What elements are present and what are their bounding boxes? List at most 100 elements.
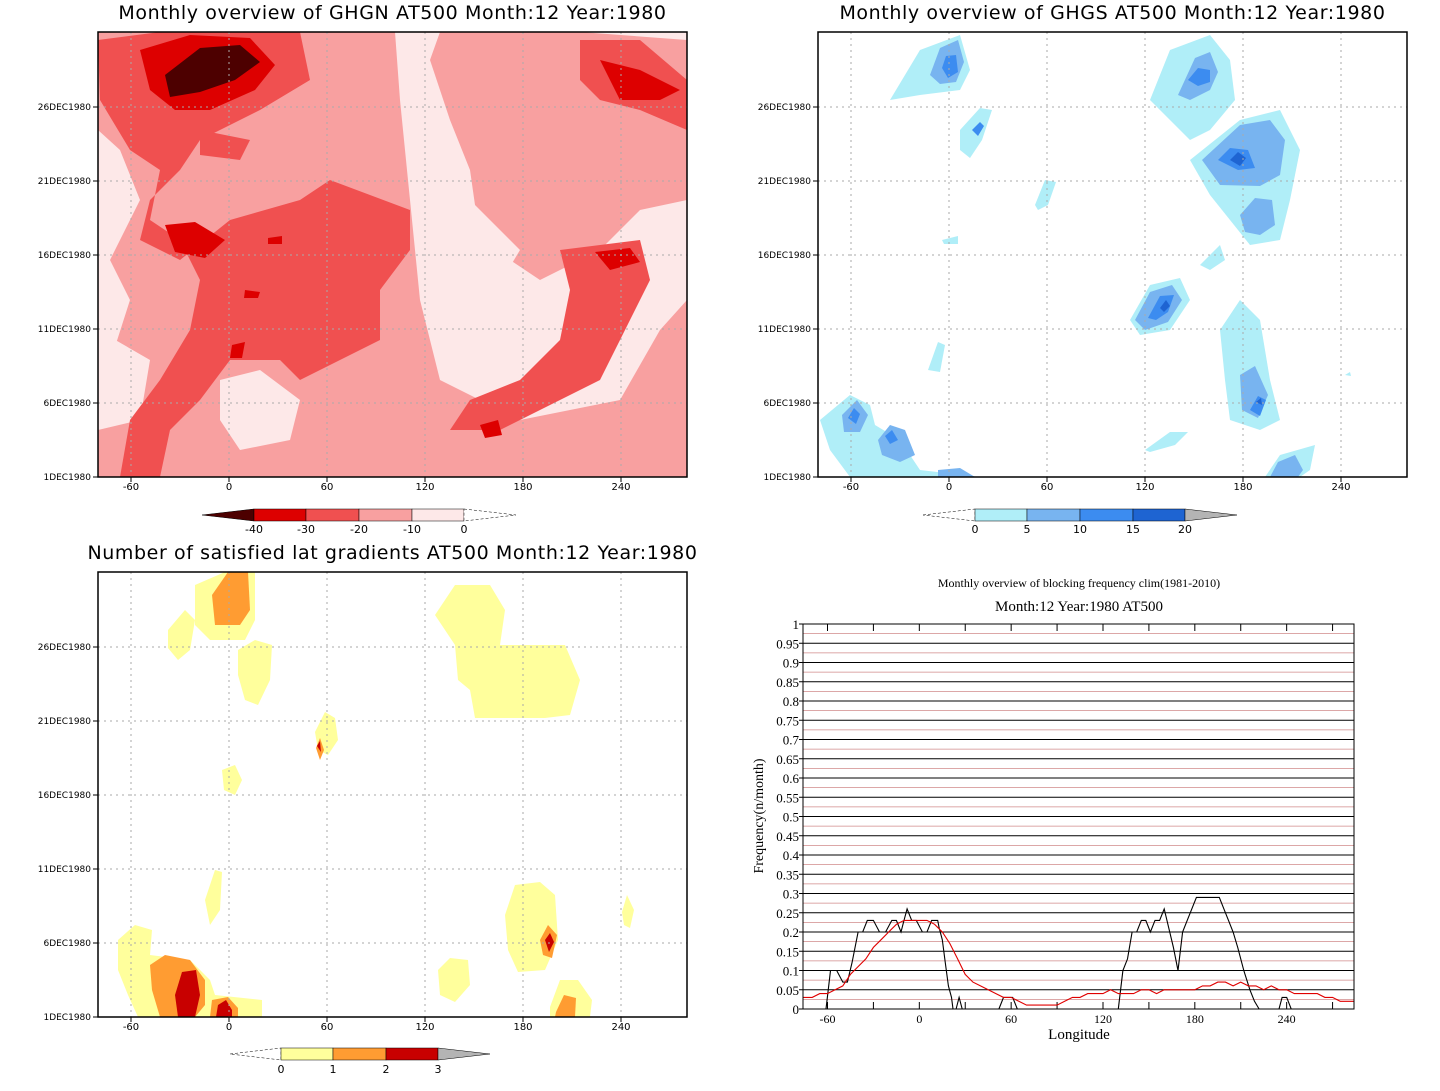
freq-xlabel: Longitude [1048, 1027, 1110, 1043]
lat-xtick: 120 [415, 1022, 434, 1033]
lat-cbar-label: 2 [383, 1063, 390, 1076]
freq-xtick-label: 180 [1186, 1012, 1204, 1026]
ghgs-xtick: 240 [1331, 482, 1350, 493]
ghgs-panel: Monthly overview of GHGS AT500 Month:12 … [720, 0, 1440, 545]
freq-ytick-label: 0.2 [783, 925, 799, 940]
ghgn-xtick: 240 [611, 482, 630, 493]
ghgs-cbar-label: 5 [1024, 523, 1031, 536]
freq-series-clim-line [803, 919, 1354, 1006]
freq-xtick-label: 120 [1094, 1012, 1112, 1026]
freq-ytick-label: 0.95 [776, 636, 799, 651]
freq-ytick-label: 0.5 [783, 810, 799, 825]
lat-xtick: 0 [226, 1022, 232, 1033]
ghgn-xtick: 0 [226, 482, 232, 493]
ghgs-xtick: 60 [1041, 482, 1054, 493]
ghgn-ytick: 16DEC1980 [38, 251, 92, 261]
ghgn-grid [98, 32, 687, 477]
freq-ytick-label: 0.75 [776, 713, 799, 728]
freq-xtick-label: 240 [1278, 1012, 1296, 1026]
ghgn-ytick: 11DEC1980 [38, 325, 92, 335]
lat-ytick: 6DEC1980 [43, 939, 91, 949]
ghgn-panel: Monthly overview of GHGN AT500 Month:12 … [0, 0, 720, 545]
ghgs-colorbar [922, 508, 1238, 522]
ghgn-cbar-label: -10 [403, 523, 421, 536]
ghgn-cbar-label: -20 [350, 523, 368, 536]
freq-ytick-label: 0.6 [783, 771, 800, 786]
ghgn-cbar-label: -30 [297, 523, 315, 536]
lat-cbar-label: 1 [330, 1063, 337, 1076]
freq-ytick-label: 0.65 [776, 752, 799, 767]
ghgs-ytick: 11DEC1980 [758, 325, 812, 335]
lat-panel: Number of satisfied lat gradients AT500 … [0, 540, 720, 1091]
ghgn-xtick: -60 [123, 482, 139, 493]
ghgs-xtick: 0 [946, 482, 952, 493]
freq-ytick-label: 0.15 [776, 944, 799, 959]
freq-ytick-label: 0 [793, 1002, 800, 1017]
ghgs-ytick: 16DEC1980 [758, 251, 812, 261]
lat-ytick: 1DEC1980 [43, 1013, 91, 1023]
ghgn-cbar-label: -40 [245, 523, 263, 536]
freq-ytick-label: 0.35 [776, 867, 799, 882]
freq-frame [802, 623, 1355, 1010]
lat-ytick: 26DEC1980 [38, 643, 92, 653]
ghgn-colorbar [201, 508, 517, 522]
ghgs-map: 1DEC1980 6DEC1980 11DEC1980 16DEC1980 21… [758, 31, 1408, 536]
lat-cbar-label: 3 [435, 1063, 442, 1076]
lat-xtick: 60 [321, 1022, 334, 1033]
ghgn-ytick: 21DEC1980 [38, 177, 92, 187]
freq-series-line [1117, 896, 1266, 1010]
ghgs-xtick: 180 [1233, 482, 1252, 493]
freq-ytick-label: 0.25 [776, 906, 799, 921]
freq-chart: Monthly overview of blocking frequency c… [752, 576, 1355, 1043]
ghgn-ytick: 26DEC1980 [38, 103, 92, 113]
freq-title: Monthly overview of blocking frequency c… [938, 576, 1220, 590]
ghgn-xtick: 60 [321, 482, 334, 493]
ghgs-ytick: 26DEC1980 [758, 103, 812, 113]
lat-xtick: 240 [611, 1022, 630, 1033]
freq-ytick-label: 0.1 [783, 964, 799, 979]
freq-series-line [825, 907, 966, 1010]
ghgs-cbar-label: 0 [972, 523, 979, 536]
freq-ytick-label: 0.4 [783, 848, 800, 863]
lat-xtick: 180 [513, 1022, 532, 1033]
ghgn-contours-40 [165, 45, 260, 97]
freq-ytick-label: 1 [793, 617, 800, 632]
freq-ytick-label: 0.55 [776, 790, 799, 805]
ghgn-xtick: 120 [415, 482, 434, 493]
freq-xtick-label: -60 [819, 1012, 835, 1026]
freq-ytick-label: 0.85 [776, 675, 799, 690]
freq-ylabel: Frequency(n/month) [752, 758, 767, 873]
ghgn-xtick: 180 [513, 482, 532, 493]
lat-contours-2 [175, 741, 554, 1017]
ghgs-xtick: -60 [843, 482, 859, 493]
ghgn-map: 1DEC1980 6DEC1980 11DEC1980 16DEC1980 21… [38, 31, 688, 536]
freq-xtick-label: 60 [1005, 1012, 1017, 1026]
ghgs-cbar-label: 20 [1178, 523, 1192, 536]
lat-xtick: -60 [123, 1022, 139, 1033]
freq-subtitle: Month:12 Year:1980 AT500 [995, 599, 1163, 615]
ghgn-ytick: 1DEC1980 [43, 473, 91, 483]
lat-ytick: 21DEC1980 [38, 717, 92, 727]
lat-grid [98, 572, 687, 1017]
ghgs-grid [818, 32, 1407, 477]
lat-map: 1DEC1980 6DEC1980 11DEC1980 16DEC1980 21… [38, 571, 688, 1076]
freq-panel: Monthly overview of blocking frequency c… [720, 545, 1440, 1091]
freq-ytick-label: 0.9 [783, 656, 799, 671]
freq-y-ticks: 0 0.05 0.1 0.15 0.2 0.25 0.3 0.35 0.4 0.45 0.5 0.55… [776, 617, 803, 1017]
lat-ytick: 11DEC1980 [38, 865, 92, 875]
ghgs-xtick: 120 [1135, 482, 1154, 493]
ghgn-cbar-label: 0 [461, 523, 468, 536]
ghgs-cbar-label: 15 [1126, 523, 1140, 536]
freq-grid [803, 623, 1354, 1010]
ghgn-title: Monthly overview of GHGN AT500 Month:12 … [118, 2, 667, 24]
lat-title: Number of satisfied lat gradients AT500 … [87, 542, 698, 564]
ghgs-ytick: 6DEC1980 [763, 399, 811, 409]
freq-x-ticks: -60 0 60 120 180 240 [819, 624, 1334, 1026]
freq-ytick-label: 0.8 [783, 694, 799, 709]
freq-ytick-label: 0.3 [783, 887, 799, 902]
freq-series [803, 896, 1354, 1010]
lat-cbar-label: 0 [278, 1063, 285, 1076]
freq-xtick-label: 0 [916, 1012, 922, 1026]
ghgs-title: Monthly overview of GHGS AT500 Month:12 … [839, 2, 1386, 24]
ghgn-ytick: 6DEC1980 [43, 399, 91, 409]
